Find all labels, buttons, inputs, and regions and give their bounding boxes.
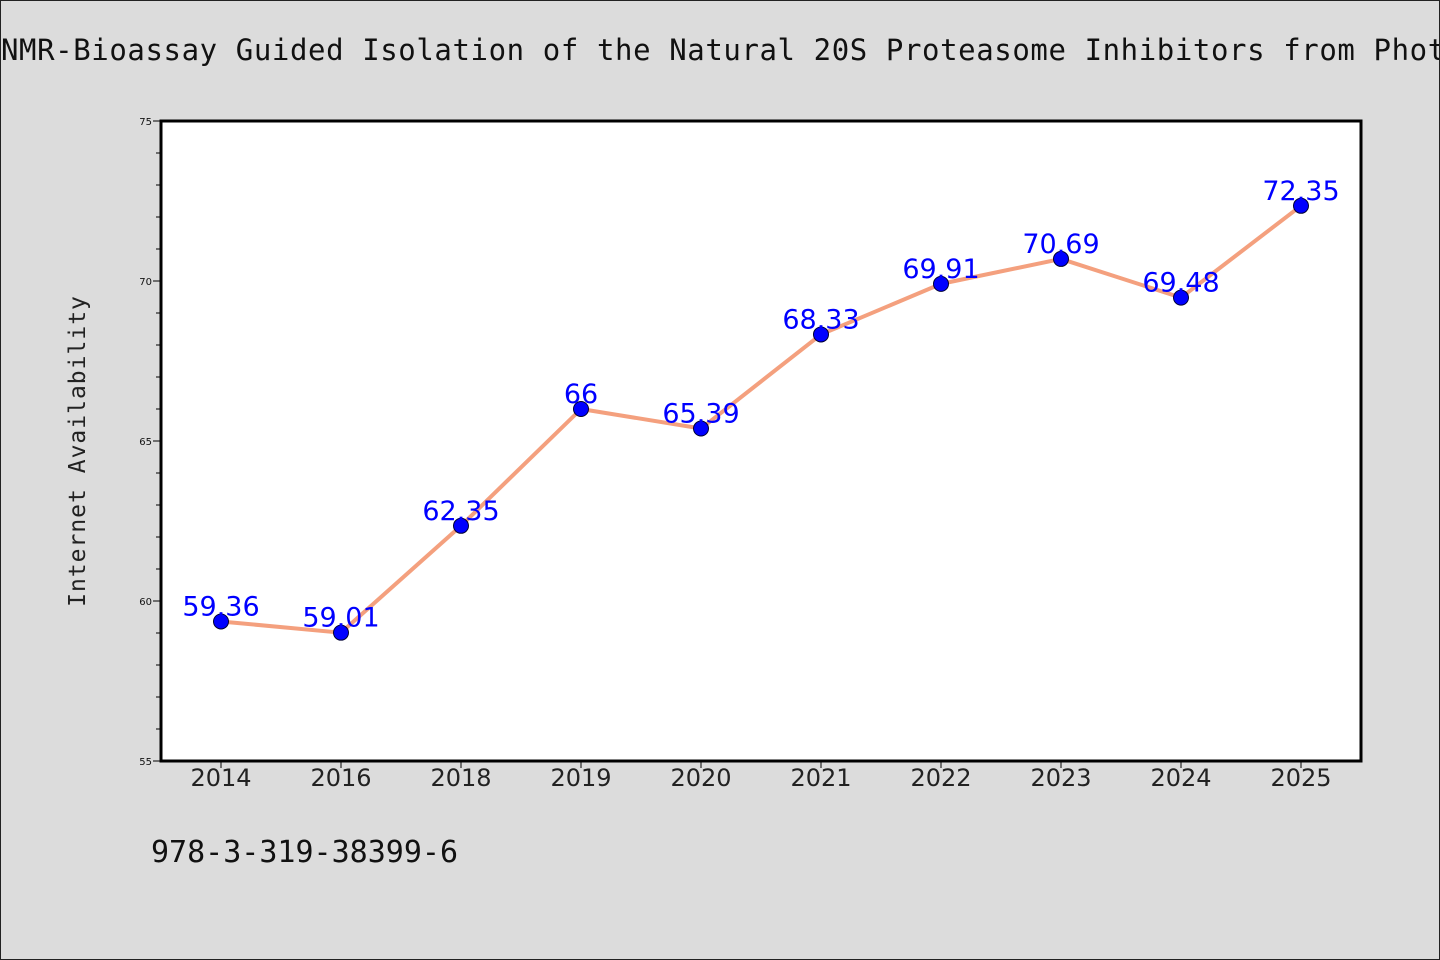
data-point <box>693 420 709 437</box>
data-label: 69.91 <box>902 254 979 285</box>
y-tick-label: 75 <box>139 117 152 128</box>
plot-area <box>159 119 1363 763</box>
data-point <box>1293 197 1309 214</box>
data-point <box>1173 289 1189 306</box>
x-tick-label: 2020 <box>670 764 731 792</box>
x-tick-label: 2016 <box>310 764 371 792</box>
data-label: 59.36 <box>182 591 259 622</box>
data-label: 72.35 <box>1262 176 1339 207</box>
data-label: 68.33 <box>782 304 859 335</box>
x-tick-label: 2014 <box>190 764 251 792</box>
x-tick-label: 2022 <box>910 764 971 792</box>
y-tick-label: 60 <box>139 597 152 608</box>
x-tick-label: 2019 <box>550 764 611 792</box>
x-tick-label: 2024 <box>1150 764 1211 792</box>
data-label: 59.01 <box>302 603 379 634</box>
data-label: 70.69 <box>1022 229 1099 260</box>
x-tick-label: 2025 <box>1270 764 1331 792</box>
chart-title: NMR-Bioassay Guided Isolation of the Nat… <box>1 33 1440 67</box>
x-tick-label: 2018 <box>430 764 491 792</box>
data-label: 69.48 <box>1142 268 1219 299</box>
data-label: 65.39 <box>662 399 739 430</box>
x-tick-label: 2021 <box>790 764 851 792</box>
data-label: 62.35 <box>422 496 499 527</box>
y-tick-label: 70 <box>139 277 152 288</box>
data-point <box>453 517 469 534</box>
data-point <box>573 401 589 417</box>
y-tick-label: 55 <box>139 757 152 768</box>
isbn-code: 978-3-319-38399-6 <box>151 835 459 870</box>
data-point <box>813 326 829 343</box>
data-point <box>213 613 229 630</box>
data-point <box>933 275 949 292</box>
data-label: 66 <box>564 379 598 410</box>
y-tick-label: 65 <box>139 437 152 448</box>
series-line <box>220 204 1303 635</box>
x-tick-label: 2023 <box>1030 764 1091 792</box>
data-point <box>333 624 349 641</box>
data-point <box>1053 250 1069 267</box>
